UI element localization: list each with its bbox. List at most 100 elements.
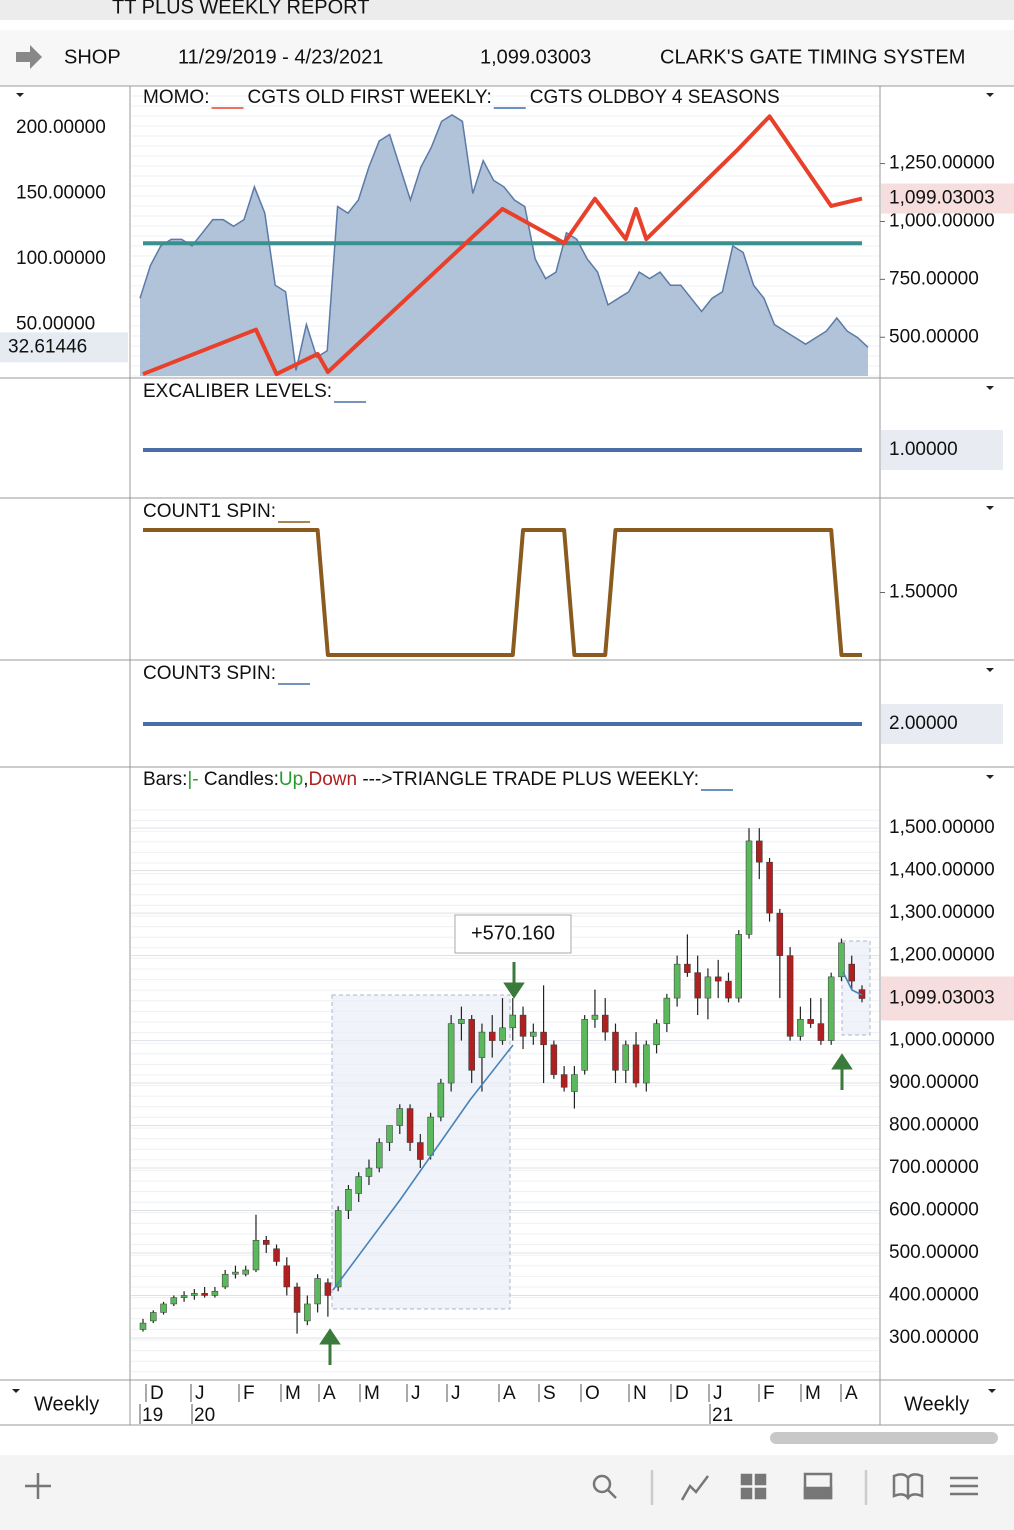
candle-body — [221, 1273, 229, 1288]
candle-body — [663, 997, 671, 1024]
candle-body — [622, 1044, 630, 1071]
y-tick-label: 600.00000 — [889, 1200, 979, 1221]
legend-entry: Bars: — [143, 769, 187, 790]
toolbar-icons[interactable] — [25, 1470, 978, 1505]
candle-body — [386, 1125, 393, 1143]
value-tag-label: 1,099.03003 — [889, 188, 995, 209]
x-tick-label: F — [243, 1383, 255, 1404]
candle-body — [684, 963, 691, 973]
candle-body — [283, 1265, 291, 1288]
candle-body — [735, 934, 742, 999]
candle-body — [293, 1286, 301, 1313]
x-tick-label: N — [633, 1383, 647, 1404]
legend-entry: |- — [187, 769, 198, 790]
count1-line — [143, 528, 862, 657]
toolbar — [0, 1455, 1014, 1530]
signal-arrow — [503, 962, 525, 999]
candle-body — [827, 976, 835, 1041]
candle-body — [232, 1271, 239, 1275]
candle-body — [694, 972, 701, 999]
x-tick-label: A — [845, 1383, 858, 1404]
candle-body — [509, 1014, 517, 1029]
header-bar — [0, 30, 1014, 86]
y-tick-label: 100.00000 — [16, 248, 106, 269]
candle-body — [488, 1031, 496, 1041]
y-tick-label: 1.50000 — [889, 582, 958, 603]
candle-body — [571, 1074, 578, 1092]
candle-body — [530, 1031, 537, 1037]
legend-entry: Down — [308, 769, 357, 790]
x-tick-label: A — [323, 1383, 336, 1404]
triangle-line — [842, 971, 863, 996]
x-tick-label: F — [763, 1383, 775, 1404]
period-left[interactable]: Weekly — [34, 1393, 99, 1415]
value-tag — [881, 976, 1014, 1021]
y-tick-label: 150.00000 — [16, 182, 106, 203]
window-title: TT PLUS WEEKLY REPORT — [112, 0, 369, 18]
annotation: +570.160 — [471, 922, 555, 944]
x-tick-label: M — [285, 1383, 301, 1404]
momo-area — [140, 114, 868, 376]
y-tick-label: 1,200.00000 — [889, 945, 995, 966]
candle-body — [632, 1044, 640, 1084]
panel-legend: COUNT3 SPIN: — [143, 663, 276, 684]
candle-body — [314, 1278, 321, 1305]
panel-legend: EXCALIBER LEVELS: — [143, 381, 332, 402]
scrollbar[interactable] — [770, 1432, 998, 1444]
candle-body — [252, 1239, 260, 1271]
dropdown-markers[interactable] — [12, 93, 996, 1393]
candle-body — [591, 1014, 599, 1020]
candle-body — [653, 1023, 660, 1046]
title-bar — [0, 0, 1014, 20]
candle-body — [478, 1031, 486, 1058]
period-right[interactable]: Weekly — [904, 1393, 969, 1415]
candle-body — [725, 980, 732, 999]
candle-body — [427, 1116, 434, 1156]
y-tick-label: 300.00000 — [889, 1327, 979, 1348]
y-tick-label: 50.00000 — [16, 314, 95, 335]
arrow-icon[interactable] — [16, 45, 42, 69]
candle-body — [838, 942, 845, 978]
candle-body — [406, 1108, 414, 1143]
candle-body — [745, 840, 753, 935]
candle-body — [170, 1297, 178, 1305]
candle-body — [550, 1044, 558, 1075]
legend: Bars:|- Candles:Up,Down --->TRIANGLE TRA… — [143, 769, 699, 790]
y-tick-label: 1,500.00000 — [889, 817, 995, 838]
value-tag — [881, 183, 1014, 214]
y2-tick-label: 1,000.00000 — [889, 210, 995, 231]
candle-body — [807, 1019, 814, 1024]
legend-gap — [492, 87, 530, 108]
signal-arrow — [831, 1053, 853, 1090]
value-tag — [881, 704, 1003, 745]
candle-body — [468, 1019, 475, 1071]
value-tag — [0, 332, 128, 363]
x-tick-label: S — [543, 1383, 556, 1404]
x-tick-label: M — [364, 1383, 380, 1404]
candle-body — [396, 1108, 404, 1126]
x-tick-label: M — [805, 1383, 821, 1404]
candle-body — [437, 1082, 445, 1118]
date-range: 11/29/2019 - 4/23/2021 — [178, 46, 383, 68]
candle-body — [673, 963, 681, 999]
system-name: CLARK'S GATE TIMING SYSTEM — [660, 46, 965, 68]
candle-body — [540, 1031, 547, 1046]
candle-body — [334, 1210, 342, 1288]
y-tick-label: 900.00000 — [889, 1072, 979, 1093]
candle-body — [519, 1014, 527, 1037]
candle-body — [160, 1303, 167, 1313]
x-tick-label: D — [675, 1383, 689, 1404]
candle-body — [324, 1282, 332, 1296]
candle-body — [560, 1074, 568, 1088]
y-tick-label: 1,300.00000 — [889, 902, 995, 923]
candle-body — [375, 1142, 383, 1169]
candle-body — [150, 1312, 157, 1322]
momo-line — [139, 113, 869, 371]
legend-entry: CGTS OLD FIRST WEEKLY: — [248, 87, 492, 108]
candle-body — [242, 1269, 249, 1275]
signal-arrow — [319, 1328, 341, 1365]
y-tick-label: 800.00000 — [889, 1115, 979, 1136]
legend-entry: Candles: — [199, 769, 279, 790]
x-tick-label: D — [150, 1383, 164, 1404]
candle-body — [139, 1322, 147, 1330]
